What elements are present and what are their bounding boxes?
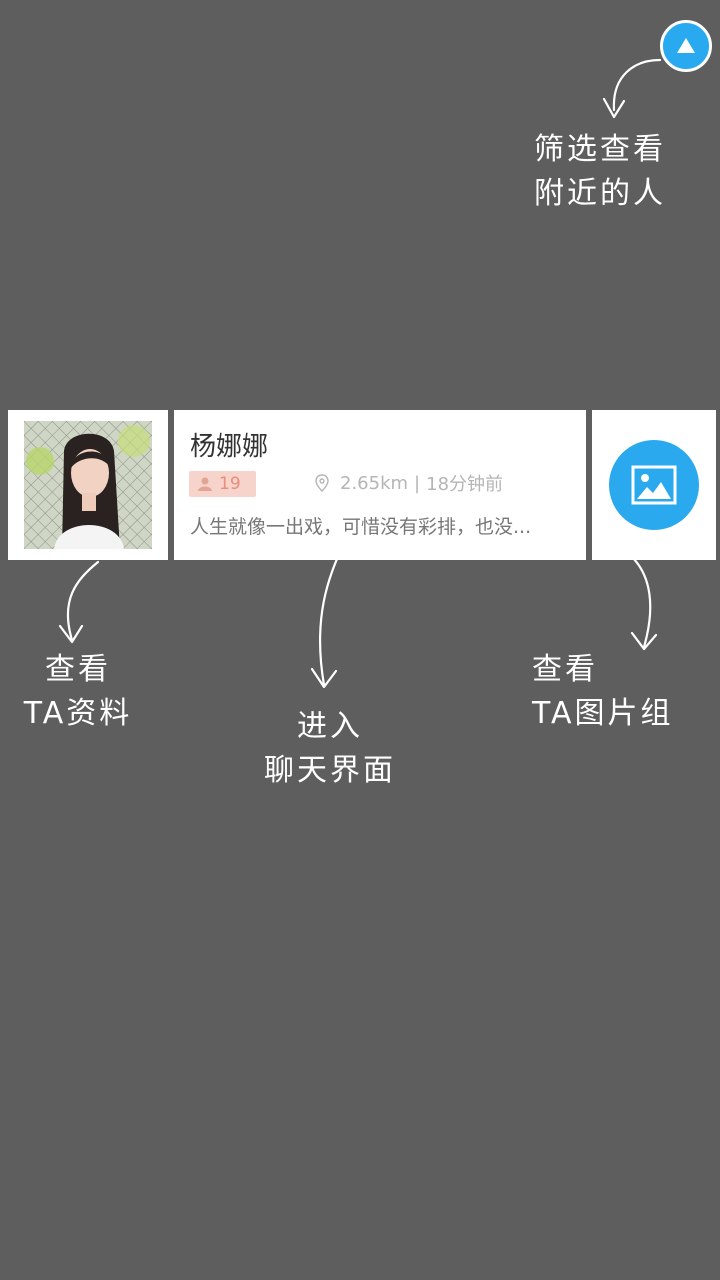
person-icon [198, 477, 212, 491]
filter-hint: 筛选查看 附近的人 [520, 128, 680, 216]
meta-separator: | [414, 472, 421, 494]
chat-hint-arrow [310, 545, 344, 689]
age-value: 19 [219, 474, 241, 494]
age-badge: 19 [189, 471, 256, 497]
image-icon [631, 465, 677, 505]
last-active: 18分钟前 [426, 474, 504, 495]
profile-hint: 查看 TA资料 [8, 648, 148, 736]
filter-hint-line-1: 筛选查看 [534, 132, 666, 167]
avatar-card[interactable] [8, 410, 168, 560]
gallery-card[interactable] [592, 410, 716, 560]
avatar[interactable] [24, 421, 152, 549]
chat-hint-line-2: 聊天界面 [264, 753, 396, 788]
profile-hint-arrow [58, 560, 100, 644]
triangle-up-icon [677, 38, 695, 53]
gallery-hint-line-2: TA图片组 [532, 696, 674, 731]
gallery-hint: 查看 TA图片组 [520, 648, 705, 736]
filter-hint-arrow [602, 58, 662, 119]
chat-hint-line-1: 进入 [297, 709, 363, 744]
filter-button[interactable] [660, 20, 712, 72]
distance: 2.65km [340, 472, 409, 494]
chat-hint: 进入 聊天界面 [250, 705, 410, 793]
gallery-button[interactable] [609, 440, 699, 530]
gallery-hint-line-1: 查看 [532, 652, 598, 687]
user-bio: 人生就像一出戏，可惜没有彩排，也没... [190, 516, 532, 538]
filter-hint-line-2: 附近的人 [534, 176, 666, 211]
location-pin-icon [315, 474, 329, 492]
location-meta: 2.65km | 18分钟前 [314, 470, 503, 496]
chat-entry-card[interactable]: 杨娜娜 19 2.65km | 18分钟前 人生就像一出戏，可惜没有彩排，也没.… [174, 410, 586, 560]
profile-hint-line-1: 查看 [45, 652, 111, 687]
profile-hint-line-2: TA资料 [23, 696, 133, 731]
gallery-hint-arrow [630, 555, 658, 651]
user-name: 杨娜娜 [190, 432, 269, 462]
